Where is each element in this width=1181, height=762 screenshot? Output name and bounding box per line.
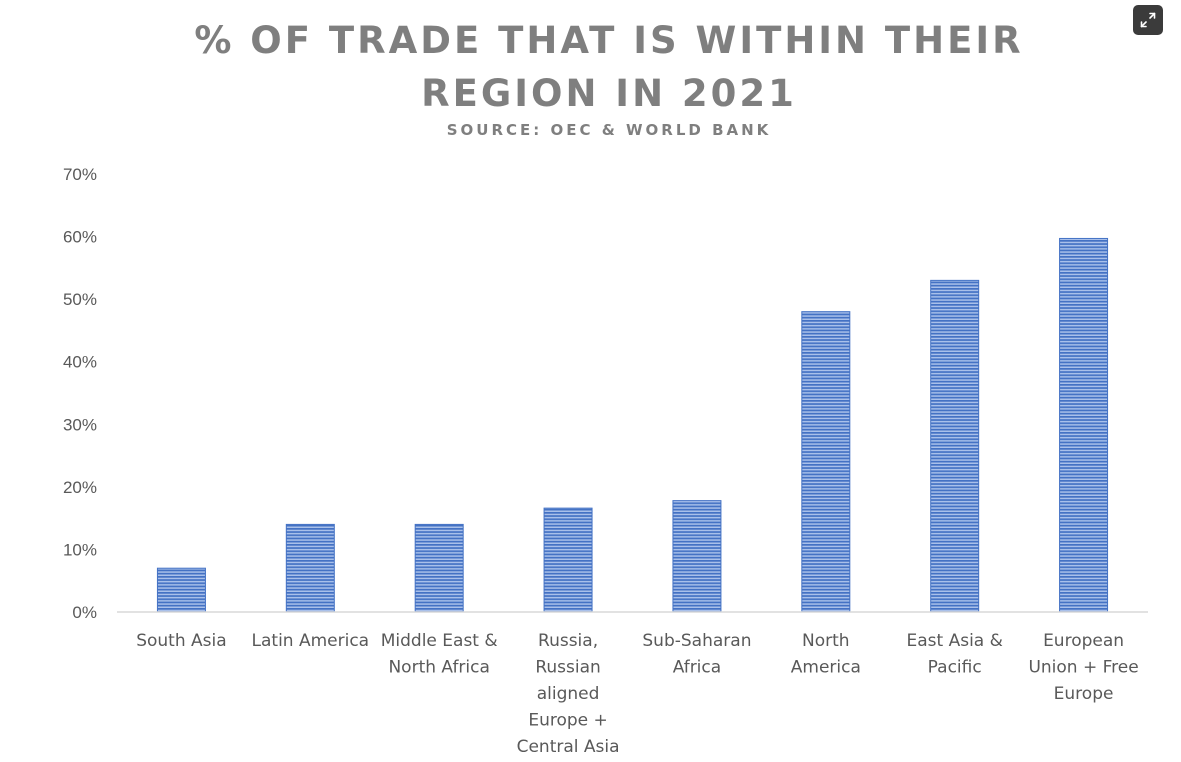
y-tick-label: 50% [63,290,97,309]
bar [930,279,980,613]
x-category-label: East Asia & Pacific [907,631,1003,678]
bar [1059,237,1109,613]
y-tick-label: 30% [63,415,97,434]
x-category-label: Latin America [252,631,370,651]
y-tick-label: 0% [72,603,97,622]
chart-title-line-2: REGION IN 2021 [421,72,797,115]
bar [672,500,722,613]
bar [801,311,851,613]
chart-subtitle: SOURCE: OEC & WORLD BANK [446,121,772,139]
x-category-label: European Union + Free Europe [1028,631,1138,704]
y-tick-label: 10% [63,540,97,559]
y-tick-label: 60% [63,228,97,247]
x-category-label: Middle East & North Africa [381,631,498,678]
y-tick-label: 40% [63,353,97,372]
chart-title-line-1: % OF TRADE THAT IS WITHIN THEIR [194,19,1024,62]
bar [414,523,464,613]
x-category-label: North America [791,631,861,678]
bar [156,567,206,613]
chart-title: % OF TRADE THAT IS WITHIN THEIR REGION I… [0,14,1181,120]
x-category-label: Russia, Russian aligned Europe + Central Asi… [517,631,620,757]
expand-button[interactable] [1133,5,1163,35]
bar [285,523,335,613]
y-tick-label: 70% [63,165,97,184]
expand-icon [1140,12,1156,28]
y-tick-label: 20% [63,478,97,497]
x-category-label: South Asia [136,631,226,651]
bar [543,507,593,613]
x-category-label: Sub-Saharan Africa [642,631,751,678]
